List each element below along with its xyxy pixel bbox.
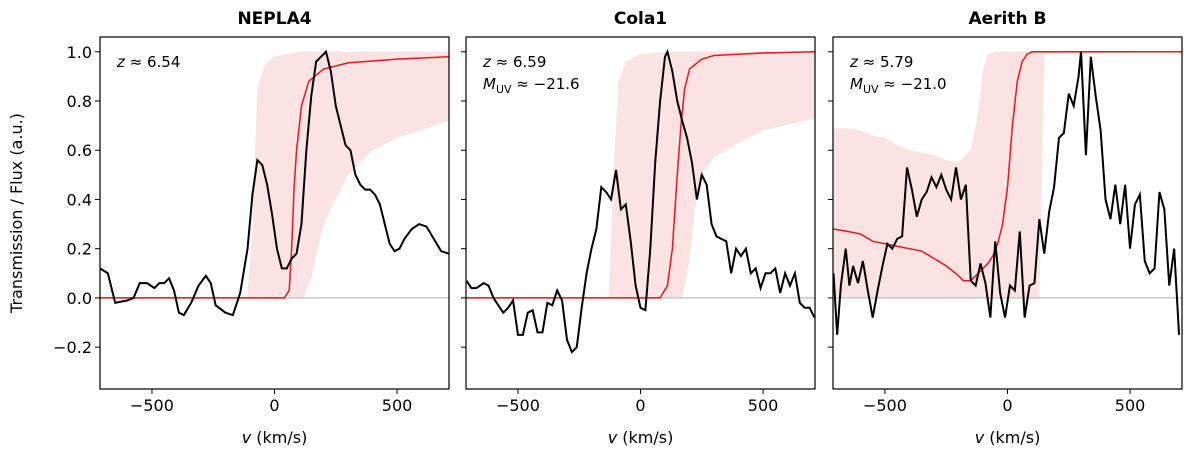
uncertainty-band: [466, 51, 815, 298]
x-tick-label: −500: [496, 396, 540, 415]
x-tick-label: 500: [1115, 396, 1146, 415]
transmission-line: [466, 51, 815, 299]
x-tick-label: −500: [130, 396, 174, 415]
text-segment: (km/s): [251, 428, 307, 447]
uncertainty-band: [833, 51, 1182, 298]
y-tick-label: 1.0: [67, 43, 92, 62]
plot-area: [100, 49, 449, 317]
panel: −500 0 500 Aerith B v (km/s) z ≈ 5.79 MUV ≈ −2…: [828, 9, 1183, 447]
annotation: z ≈ 5.79: [849, 53, 913, 71]
panel-title: Aerith B: [968, 9, 1046, 29]
panel-title: Cola1: [614, 9, 667, 29]
text-segment: v: [242, 428, 252, 447]
text-segment: z: [116, 53, 126, 71]
x-tick-label: 500: [748, 396, 779, 415]
flux-line: [833, 51, 1181, 335]
y-tick-label: 0.8: [67, 92, 92, 111]
text-segment: ≈ 6.54: [125, 53, 181, 71]
text-segment: v: [975, 428, 985, 447]
annotation: z ≈ 6.54: [116, 53, 180, 71]
text-segment: v: [608, 428, 618, 447]
text-segment: M: [850, 75, 863, 93]
y-tick-label: −0.2: [53, 338, 92, 357]
y-tick-label: 0.6: [67, 141, 92, 160]
annotation: MUV ≈ −21.6: [483, 75, 580, 96]
panel: −500 0 500 Cola1 v (km/s) z ≈ 6.59 MUV ≈ −21.6: [461, 9, 816, 447]
plot-area: [466, 48, 815, 354]
x-tick-label: −500: [863, 396, 907, 415]
y-tick-label: 0.4: [67, 190, 92, 209]
text-segment: ≈ −21.6: [512, 75, 580, 93]
text-segment: z: [849, 53, 859, 71]
x-axis-label: v (km/s): [242, 428, 308, 447]
transmission-line: [100, 55, 449, 299]
x-axis-label: v (km/s): [608, 428, 674, 447]
panel-title: NEPLA4: [237, 9, 311, 29]
text-segment: UV: [496, 83, 512, 96]
text-segment: (km/s): [984, 428, 1040, 447]
uncertainty-band: [100, 51, 449, 298]
y-tick-label: 0.2: [67, 240, 92, 259]
flux-line: [100, 49, 449, 317]
panel: −500 0 500 −0.2 0.0 0.2 0.4 0.6 0.8 1.0 NEPLA4 v (k…: [53, 9, 450, 447]
x-tick-label: 0: [269, 396, 279, 415]
annotation: MUV ≈ −21.0: [850, 75, 947, 96]
x-tick-label: 0: [1002, 396, 1012, 415]
text-segment: M: [483, 75, 496, 93]
x-tick-label: 500: [382, 396, 413, 415]
text-segment: (km/s): [617, 428, 673, 447]
plot-area: [833, 51, 1182, 335]
y-tick-label: 0.0: [67, 289, 92, 308]
x-axis-label: v (km/s): [975, 428, 1041, 447]
text-segment: z: [482, 53, 492, 71]
x-tick-label: 0: [635, 396, 645, 415]
text-segment: ≈ 6.59: [491, 53, 547, 71]
text-segment: ≈ −21.0: [879, 75, 947, 93]
y-axis-label: Transmission / Flux (a.u.): [7, 113, 26, 314]
annotation: z ≈ 6.59: [482, 53, 546, 71]
flux-line: [466, 48, 815, 354]
text-segment: UV: [863, 83, 879, 96]
text-segment: ≈ 5.79: [858, 53, 914, 71]
